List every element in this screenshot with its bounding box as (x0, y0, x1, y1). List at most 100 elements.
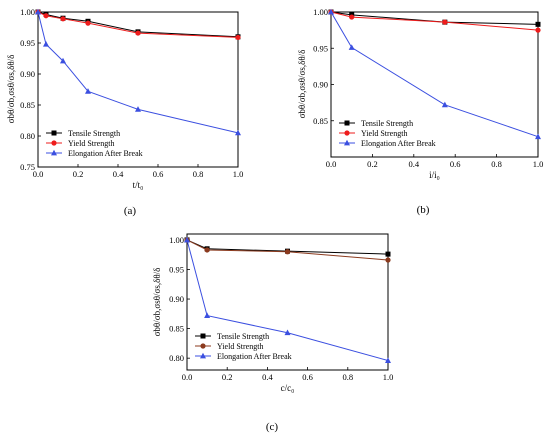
legend-marker (344, 120, 350, 126)
y-tick-label: 0.80 (20, 131, 35, 141)
x-tick-label: 0.0 (33, 169, 44, 179)
y-tick-label: 0.95 (20, 38, 35, 48)
x-tick-label: 0.8 (491, 159, 502, 169)
x-tick-label: 0.2 (367, 159, 378, 169)
data-point (284, 329, 291, 336)
data-point (204, 247, 210, 253)
legend-marker (51, 149, 57, 156)
data-point (441, 101, 448, 108)
x-tick-label: 0.8 (193, 169, 204, 179)
x-tick-label: 1.0 (233, 169, 244, 179)
legend-entry: Yield Strength (68, 139, 114, 148)
x-tick-label: 0.0 (182, 372, 193, 382)
series-line-2 (330, 11, 539, 31)
data-point (85, 88, 91, 94)
data-point (184, 236, 190, 243)
panel-label: (c) (266, 421, 279, 433)
data-point (442, 19, 448, 25)
legend-marker (200, 333, 206, 339)
legend-marker (51, 130, 57, 136)
y-tick-label: 0.85 (313, 116, 328, 126)
chart-panel-1: 0.0 0.2 0.4 0.6 0.8 1.0 0.75 0.80 0.85 0.90 0.95 1.… (6, 7, 243, 217)
chart-panel-3: 0.0 0.2 0.4 0.6 0.8 1.0 0.80 0.85 0.90 0.95 1.00 c/… (152, 233, 394, 433)
data-point (135, 106, 141, 112)
data-point (535, 27, 541, 33)
y-tick-label: 0.95 (313, 43, 328, 53)
legend-marker (344, 130, 350, 136)
data-point (135, 30, 141, 36)
data-point (60, 57, 66, 64)
y-axis-label: σbθ/σb,σsθ/σs,δθ/δ (6, 55, 16, 124)
plot-frame (186, 233, 389, 371)
x-tick-label: 0.4 (262, 372, 273, 382)
x-tick-label: 0.6 (153, 169, 164, 179)
y-tick-label: 0.90 (169, 294, 184, 304)
x-tick-label: 0.4 (113, 169, 124, 179)
data-point (43, 13, 49, 19)
y-axis-label: σbθ/σb,σsθ/σs,δθ/δ (152, 268, 162, 337)
legend-marker (51, 140, 57, 146)
data-point (85, 20, 91, 26)
data-point (43, 41, 49, 47)
legend-entry: Elongation After Break (68, 149, 143, 158)
data-point (35, 8, 41, 15)
x-tick-label: 0.8 (342, 372, 353, 382)
data-point (385, 251, 391, 257)
y-tick-label: 1.00 (20, 7, 35, 17)
x-axis-label: t/t₀ (133, 180, 144, 190)
legend-entry: Elongation After Break (217, 352, 292, 361)
x-tick-label: 1.0 (383, 372, 394, 382)
series-line-1 (186, 239, 389, 255)
y-axis-label: σbθ/σb,σsθ/σs,δθ/δ (297, 50, 307, 119)
data-point (60, 16, 66, 22)
x-tick-label: 0.6 (302, 372, 313, 382)
y-tick-label: 0.85 (169, 324, 184, 334)
data-point (328, 8, 334, 15)
legend-entry: Tensile Strength (68, 129, 120, 138)
series-line-3 (37, 11, 239, 134)
y-tick-label: 1.00 (313, 7, 328, 17)
x-tick-label: 0.0 (326, 159, 337, 169)
x-axis-label: i/i₀ (429, 170, 440, 180)
series-line-2 (186, 239, 389, 261)
legend-marker (200, 352, 206, 359)
panel-label: (b) (417, 204, 430, 216)
legend-entry: Yield Strength (217, 342, 263, 351)
data-point (349, 14, 355, 20)
data-point (385, 257, 391, 263)
y-tick-label: 0.90 (313, 80, 328, 90)
legend-marker (200, 343, 206, 349)
data-point (235, 34, 241, 41)
legend-entry: Yield Strength (361, 129, 407, 138)
legend-entry: Tensile Strength (361, 119, 413, 128)
y-tick-label: 1.00 (169, 235, 184, 245)
data-point (204, 312, 211, 318)
x-tick-label: 1.0 (533, 159, 544, 169)
y-tick-label: 0.75 (20, 162, 35, 172)
x-tick-label: 0.4 (408, 159, 419, 169)
legend-entry: Tensile Strength (217, 332, 269, 341)
data-point (348, 44, 355, 50)
plot-frame (37, 11, 239, 168)
series-line-1 (330, 11, 539, 25)
x-axis-label: c/c₀ (281, 383, 295, 393)
x-tick-label: 0.6 (450, 159, 461, 169)
x-tick-label: 0.2 (222, 372, 233, 382)
data-point (535, 133, 541, 140)
x-tick-label: 0.2 (73, 169, 84, 179)
y-tick-label: 0.95 (169, 264, 184, 274)
data-point (235, 129, 241, 136)
series-line-3 (330, 11, 539, 138)
data-point (535, 21, 541, 27)
legend-entry: Elongation After Break (361, 139, 436, 148)
data-point (385, 357, 391, 363)
chart-panel-2: 0.0 0.2 0.4 0.6 0.8 1.0 0.85 0.90 0.95 1.00 i/i₀ σb… (297, 7, 543, 216)
y-tick-label: 0.90 (20, 69, 35, 79)
series-line-3 (186, 239, 389, 362)
legend-marker (344, 139, 350, 146)
y-tick-label: 0.80 (169, 353, 184, 363)
panel-label: (a) (124, 205, 137, 217)
data-point (284, 249, 291, 255)
y-tick-label: 0.85 (20, 100, 35, 110)
